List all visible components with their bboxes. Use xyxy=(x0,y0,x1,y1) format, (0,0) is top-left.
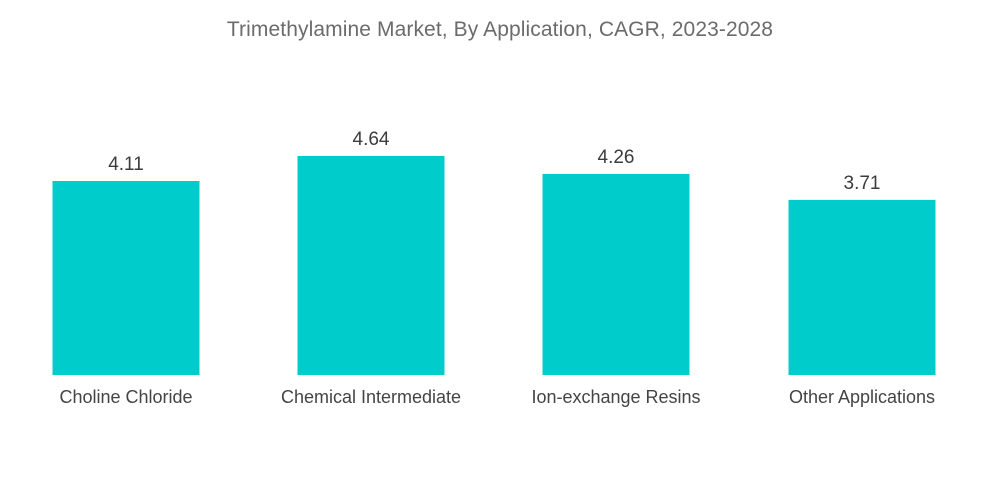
bar-value-label-3: 3.71 xyxy=(844,173,881,194)
bar-value-label-0: 4.11 xyxy=(108,154,144,175)
chart-title: Trimethylamine Market, By Application, C… xyxy=(226,18,774,41)
category-label-1: Chemical Intermediate xyxy=(281,387,461,407)
category-label-3: Other Applications xyxy=(789,387,935,407)
bar-value-label-2: 4.26 xyxy=(598,147,635,168)
bar-2 xyxy=(542,173,690,375)
category-label-2: Ion-exchange Resins xyxy=(531,387,700,407)
category-label-0: Choline Chloride xyxy=(59,387,192,407)
bar-3 xyxy=(788,199,936,375)
bar-1 xyxy=(297,156,445,375)
bar-0 xyxy=(52,181,200,375)
bar-value-label-1: 4.64 xyxy=(353,129,390,150)
